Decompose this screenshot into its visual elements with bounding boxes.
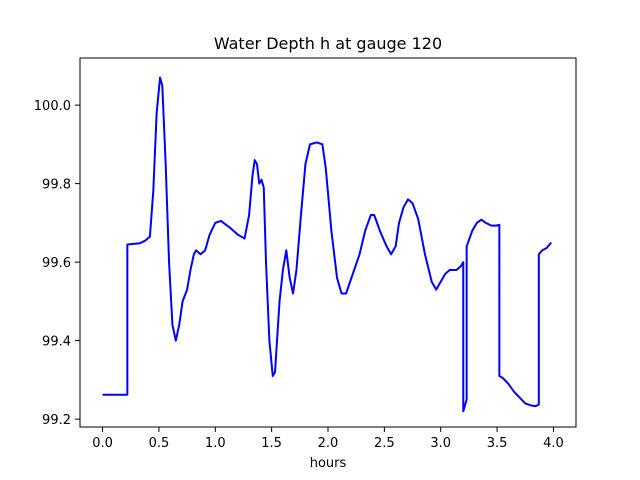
series-line-0 [102,76,552,413]
x-tick-label: 4.0 [543,436,564,451]
y-tick-label: 100.0 [34,99,71,114]
y-tick-label: 99.8 [42,178,71,193]
x-tick-label: 1.5 [261,436,282,451]
y-tick-label: 99.2 [42,413,71,428]
axes: 0.0 0.5 1.0 1.5 2.0 2.5 3.0 3.5 4.0 99.2 99.4 99.6 9… [34,57,577,451]
y-tick-label: 99.4 [42,335,71,350]
plot-area [102,76,552,413]
x-tick-label: 3.0 [430,436,451,451]
x-tick-label: 0.0 [92,436,113,451]
x-axis-label: hours [310,456,347,471]
y-tick-label: 99.6 [42,256,71,271]
x-tick-label: 3.5 [487,436,508,451]
x-tick-label: 2.0 [318,436,339,451]
x-tick-label: 2.5 [374,436,395,451]
x-tick-label: 0.5 [149,436,170,451]
chart-title: Water Depth h at gauge 120 [214,34,442,53]
x-tick-label: 1.0 [205,436,226,451]
